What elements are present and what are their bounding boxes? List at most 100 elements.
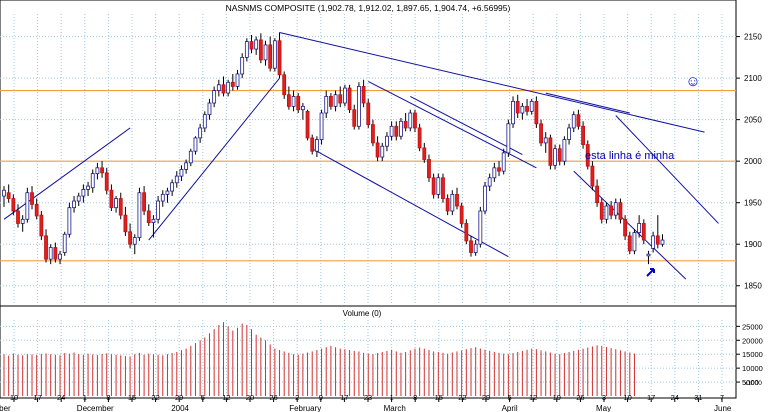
candle (128, 223, 132, 249)
x-tick-label: 9 (319, 393, 323, 402)
candle (473, 240, 478, 256)
x-tick-label: 10 (623, 393, 631, 402)
candle-body-down (441, 177, 445, 199)
x-tick-label: 24 (671, 393, 679, 402)
candle (221, 76, 226, 97)
candle (249, 34, 254, 54)
candle-body-up (553, 148, 557, 166)
candle-body-down (366, 102, 371, 126)
x-tick-label: 10 (10, 393, 18, 402)
candle (95, 162, 100, 180)
horizontal-levels (0, 89, 736, 262)
x-tick-label: 29 (175, 393, 183, 402)
month-label: April (502, 404, 518, 412)
candle-body-up (613, 202, 618, 216)
candle-body-up (571, 114, 576, 129)
month-label: 2004 (171, 404, 189, 412)
candle-body-up (492, 167, 497, 179)
candle-body-up (567, 127, 571, 140)
candle (198, 123, 203, 143)
candle-body-down (128, 231, 132, 245)
candle-body-down (328, 95, 333, 107)
candle-body-up (90, 173, 95, 189)
candle (81, 184, 86, 203)
candle-body-up (436, 177, 441, 195)
candle (539, 119, 543, 147)
candle (455, 187, 459, 210)
x-tick-label: 19 (553, 393, 561, 402)
candle-body-down (455, 193, 459, 207)
candle (328, 93, 333, 110)
candle-body-down (249, 41, 254, 50)
x-tick-label: 12 (222, 393, 230, 402)
candle (641, 219, 646, 245)
candle-body-up (506, 123, 511, 154)
candle-body-down (431, 177, 436, 195)
candle-body-up (511, 100, 515, 125)
candle (385, 132, 389, 152)
candle-body-up (25, 192, 30, 220)
candle (25, 187, 30, 223)
candle (268, 36, 273, 72)
candle (123, 206, 128, 236)
candle-body-up (151, 218, 156, 224)
volume-multiplier: x1000 (744, 380, 762, 387)
x-tick-label: 7 (720, 393, 724, 402)
x-tick-label: 1 (390, 393, 394, 402)
candle (609, 201, 613, 220)
arrow-icon (646, 268, 655, 277)
x-tick-label: 23 (364, 393, 372, 402)
candle (427, 154, 431, 182)
x-tick-label: 17 (33, 393, 41, 402)
candle-body-up (58, 253, 62, 260)
candle-body-up (487, 177, 492, 187)
candle (515, 94, 520, 118)
candle-body-up (324, 95, 329, 114)
price-tick-label: 2050 (744, 116, 762, 125)
candle (632, 229, 637, 255)
candle (300, 103, 305, 120)
candle (235, 69, 240, 90)
candle (422, 142, 427, 163)
candle (403, 113, 408, 132)
candle-body-up (562, 139, 567, 162)
candle-body-up (179, 169, 184, 177)
candle (67, 202, 72, 238)
candle-body-down (417, 127, 422, 149)
candle-body-up (380, 145, 385, 158)
candle-body-down (34, 203, 39, 217)
candle (464, 219, 469, 245)
candle (627, 231, 632, 255)
candle-body-down (221, 84, 226, 94)
candle (338, 86, 343, 108)
candle-body-up (81, 189, 86, 197)
trendline (3, 127, 131, 220)
candle (585, 140, 590, 170)
candle-body-down (39, 214, 44, 237)
candle (660, 234, 665, 247)
candle (646, 250, 651, 265)
candle (413, 109, 417, 133)
candle-body-down (464, 223, 469, 242)
candle (16, 204, 20, 228)
candle (202, 111, 207, 133)
candle-body-down (123, 214, 128, 233)
candle-body-up (314, 139, 319, 152)
candle-body-up (114, 198, 118, 209)
candle-body-down (459, 205, 464, 224)
candle-body-down (347, 87, 352, 111)
candle (137, 187, 142, 241)
candle-body-down (118, 198, 123, 216)
candle-body-up (240, 56, 245, 75)
candle (193, 136, 198, 155)
candle-body-down (557, 148, 562, 162)
candle-body-up (660, 239, 665, 245)
candle-body-up (333, 94, 338, 107)
candle-body-down (623, 218, 628, 237)
candle (142, 186, 147, 216)
candle-body-down (548, 137, 553, 166)
candle-body-up (501, 152, 506, 172)
x-tick-label: 3 (602, 393, 606, 402)
candle (478, 206, 483, 248)
candle-body-up (198, 127, 203, 139)
